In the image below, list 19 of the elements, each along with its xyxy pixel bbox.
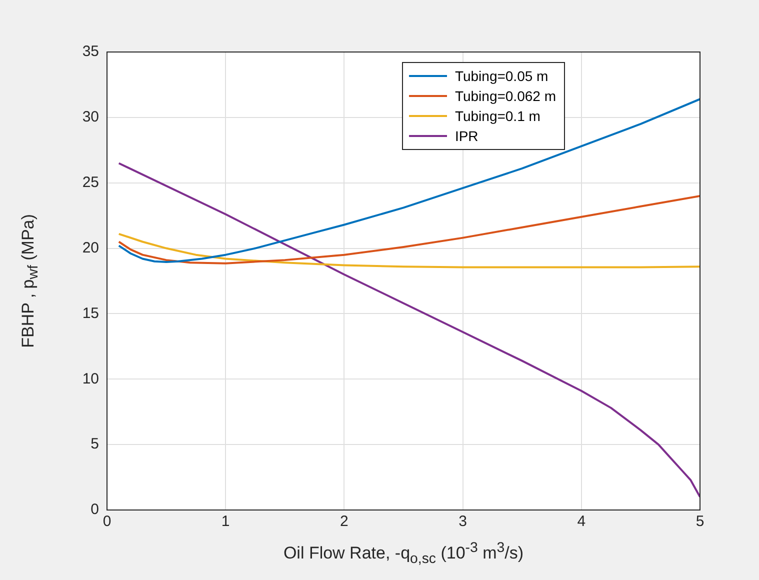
- legend-label: Tubing=0.1 m: [454, 108, 540, 124]
- x-tick-label: 1: [221, 513, 230, 530]
- legend-label: Tubing=0.062 m: [454, 88, 556, 104]
- y-tick-label: 10: [82, 370, 99, 388]
- legend-label: Tubing=0.05 m: [454, 68, 548, 84]
- x-axis-title: Oil Flow Rate, -q$_{o,sc}$ (10$^{-3}$ m$^{3}$/s): [282, 540, 525, 568]
- y-tick-label: 30: [82, 108, 99, 126]
- x-tick-label: 2: [340, 513, 348, 530]
- y-tick-label: 35: [82, 43, 99, 60]
- legend-label: IPR: [454, 128, 478, 144]
- y-tick-label: 25: [82, 174, 99, 191]
- y-tick-label: 20: [82, 239, 99, 256]
- x-tick-label: 3: [458, 513, 467, 530]
- x-tick-label: 4: [577, 513, 586, 530]
- y-tick-label: 5: [90, 436, 99, 453]
- y-tick-label: 15: [82, 304, 99, 322]
- x-tick-label: 0: [102, 513, 112, 530]
- y-tick-label: 0: [90, 501, 99, 518]
- x-tick-label: 5: [696, 513, 704, 530]
